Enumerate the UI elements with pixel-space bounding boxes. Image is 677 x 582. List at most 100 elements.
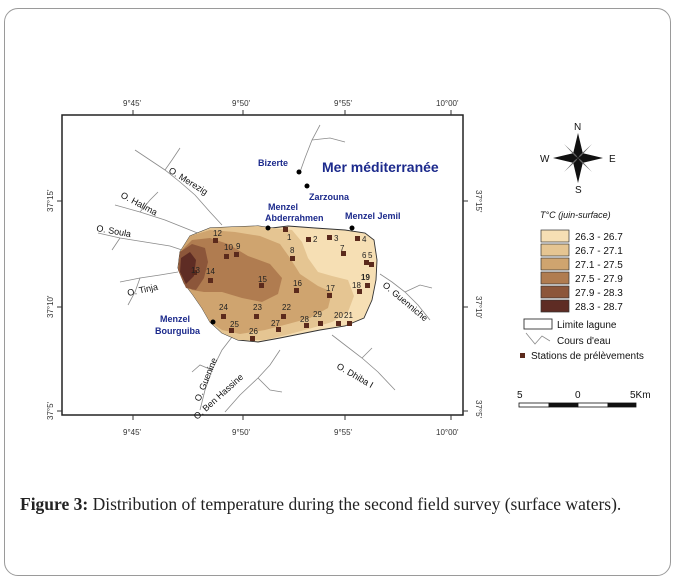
town-label-menzel-jemil: Menzel Jemil — [345, 211, 401, 221]
town-dot — [304, 183, 310, 189]
legend-swatch-label: 26.3 - 26.7 — [575, 232, 623, 243]
station-label: 14 — [206, 267, 215, 276]
station-label: 12 — [213, 229, 222, 238]
stream-network — [97, 124, 433, 413]
town-label-bizerte: Bizerte — [258, 158, 288, 168]
scale-segment — [548, 402, 579, 408]
legend-swatch — [540, 257, 570, 271]
bottom-tick-label: 9°50' — [232, 428, 251, 437]
figure-canvas: 9°45' 9°50' 9°55' 10°00' 9°45' 9°50' 9°5… — [46, 99, 651, 437]
compass-label-north: N — [574, 122, 581, 133]
compass-needle-ne — [578, 144, 592, 158]
station-marker — [304, 323, 309, 328]
station-label: 5 — [368, 251, 373, 260]
station-marker — [283, 227, 288, 232]
station-label: 22 — [282, 303, 291, 312]
station-marker — [327, 235, 332, 240]
station-label: 27 — [271, 319, 280, 328]
town-dot — [265, 225, 271, 231]
right-tick-label: 37°10' — [474, 296, 483, 319]
station-marker — [347, 321, 352, 326]
legend-lagoon-limit-label: Limite lagune — [557, 320, 617, 331]
legend-title: T°C (juin-surface) — [540, 210, 611, 220]
sampling-stations: 1 2 3 4 5 6 7 8 9 10 12 13 14 15 16 17 1… — [191, 227, 374, 341]
town-markers — [210, 169, 355, 325]
compass-label-west: W — [540, 154, 550, 165]
station-marker — [341, 251, 346, 256]
scale-label-left: 5 — [517, 390, 523, 401]
legend-swatch-label: 27.5 - 27.9 — [575, 274, 623, 285]
sea-label: Mer méditerranée — [322, 159, 439, 175]
legend-swatch — [540, 271, 570, 285]
station-marker — [192, 270, 197, 275]
station-label: 18 — [352, 281, 361, 290]
station-label: 28 — [300, 315, 309, 324]
top-tick-label: 9°55' — [334, 99, 353, 108]
scale-segment — [607, 402, 637, 408]
station-marker — [318, 321, 323, 326]
town-label-menzel-abderrahmen: Menzel — [268, 202, 298, 212]
bottom-tick-label: 10°00' — [436, 428, 459, 437]
top-tick-label: 10°00' — [436, 99, 459, 108]
legend-swatch — [540, 243, 570, 257]
legend-swatch — [540, 229, 570, 243]
town-label-menzel-bourguiba: Bourguiba — [155, 326, 201, 336]
station-label: 25 — [230, 320, 239, 329]
bottom-tick-label: 9°55' — [334, 428, 353, 437]
figure-caption: Figure 3: Distribution of temperature du… — [20, 492, 670, 517]
station-label: 3 — [334, 234, 339, 243]
compass-needle-east — [578, 153, 603, 163]
scale-segment — [577, 402, 609, 408]
station-marker — [281, 314, 286, 319]
caption-label: Figure 3: — [20, 494, 89, 514]
compass-rose: N S W E — [540, 122, 616, 196]
right-coordinate-ticks: 37°15' 37°10' 37°5' — [463, 190, 483, 419]
station-marker — [221, 314, 226, 319]
station-marker — [294, 288, 299, 293]
station-label: 8 — [290, 246, 295, 255]
figure-frame — [4, 8, 671, 576]
legend-lagoon-limit-symbol — [523, 318, 553, 330]
town-dot — [349, 225, 355, 231]
town-label-menzel-abderrahmen: Abderrahmen — [265, 213, 324, 223]
station-label: 23 — [253, 303, 262, 312]
left-tick-label: 37°15' — [46, 189, 55, 212]
station-marker — [254, 314, 259, 319]
scale-bar: 5 0 5Km — [517, 390, 651, 408]
station-label: 7 — [340, 244, 345, 253]
station-label: 21 — [344, 311, 353, 320]
station-marker — [336, 321, 341, 326]
compass-needle-se — [578, 158, 592, 172]
town-label-menzel-bourguiba: Menzel — [160, 314, 190, 324]
station-marker — [357, 289, 362, 294]
station-label: 2 — [313, 235, 318, 244]
scale-label-right: 5Km — [630, 390, 651, 401]
compass-label-south: S — [575, 185, 582, 196]
station-label: 16 — [293, 279, 302, 288]
town-dot — [210, 319, 216, 325]
map-panel — [61, 114, 464, 416]
legend-swatch-label: 27.1 - 27.5 — [575, 260, 623, 271]
right-tick-label: 37°15' — [474, 190, 483, 213]
station-label: 24 — [219, 303, 228, 312]
town-dot — [296, 169, 302, 175]
station-label: 19 — [361, 273, 370, 282]
station-marker — [224, 254, 229, 259]
compass-needle-nw — [564, 144, 578, 158]
station-marker — [234, 252, 239, 257]
station-marker — [306, 237, 311, 242]
legend-swatch-label: 27.9 - 28.3 — [575, 288, 623, 299]
station-label: 6 — [362, 251, 367, 260]
station-marker — [327, 293, 332, 298]
compass-needle-south — [573, 158, 583, 183]
compass-label-east: E — [609, 154, 616, 165]
bottom-coordinate-ticks: 9°45' 9°50' 9°55' 10°00' — [123, 415, 459, 437]
legend-stream-label: Cours d'eau — [557, 336, 611, 347]
legend-swatch-label: 26.7 - 27.1 — [575, 246, 623, 257]
station-marker — [355, 236, 360, 241]
station-marker — [365, 283, 370, 288]
station-label: 15 — [258, 275, 267, 284]
station-marker — [369, 262, 374, 267]
station-marker — [259, 283, 264, 288]
station-marker — [229, 328, 234, 333]
